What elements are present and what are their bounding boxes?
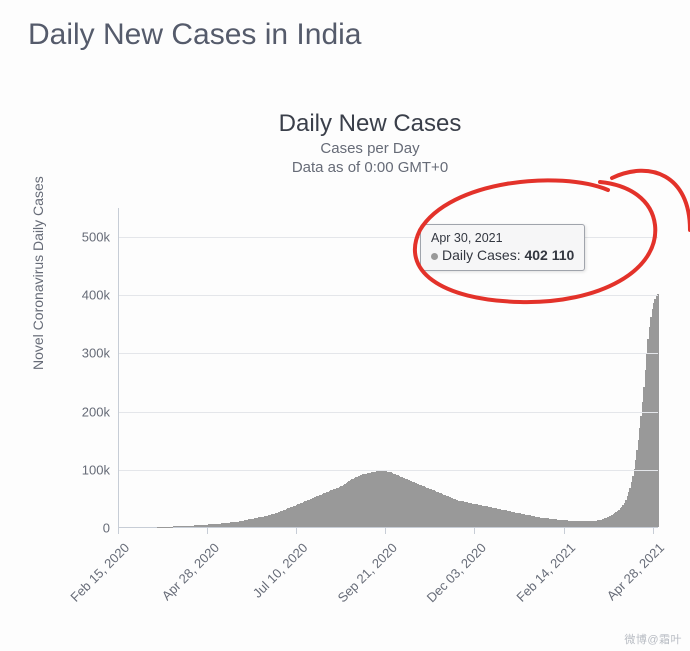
x-tick-label: Dec 03, 2020 bbox=[424, 540, 489, 605]
grid-line bbox=[119, 353, 658, 354]
tooltip-row: Daily Cases: 402 110 bbox=[431, 247, 574, 263]
x-tick-mark bbox=[653, 528, 654, 534]
y-axis-title: Novel Coronavirus Daily Cases bbox=[30, 176, 46, 370]
tooltip-date: Apr 30, 2021 bbox=[431, 231, 574, 245]
x-tick-mark bbox=[296, 528, 297, 534]
tooltip-value: 402 110 bbox=[524, 247, 574, 263]
x-tick-label: Apr 28, 2020 bbox=[158, 540, 221, 603]
x-axis-ticks: Feb 15, 2020Apr 28, 2020Jul 10, 2020Sep … bbox=[118, 532, 658, 622]
chart-subtitle-2: Data as of 0:00 GMT+0 bbox=[60, 159, 680, 178]
chart-header: Daily New Cases Cases per Day Data as of… bbox=[60, 110, 680, 178]
grid-line bbox=[119, 412, 658, 413]
x-tick-label: Jul 10, 2020 bbox=[250, 540, 311, 601]
y-tick-label: 0 bbox=[103, 521, 118, 536]
x-tick-mark bbox=[207, 528, 208, 534]
grid-line bbox=[119, 295, 658, 296]
grid-line bbox=[119, 470, 658, 471]
bar bbox=[657, 294, 658, 527]
chart-subtitle-1: Cases per Day bbox=[60, 140, 680, 159]
watermark: 微博@霜叶 bbox=[624, 631, 682, 647]
x-tick-mark bbox=[474, 528, 475, 534]
x-tick-mark bbox=[118, 528, 119, 534]
x-tick-label: Sep 21, 2020 bbox=[335, 540, 400, 605]
y-tick-label: 300k bbox=[82, 346, 118, 361]
chart-title: Daily New Cases bbox=[60, 110, 680, 138]
chart-tooltip: Apr 30, 2021 Daily Cases: 402 110 bbox=[420, 224, 585, 271]
x-tick-label: Feb 14, 2021 bbox=[513, 540, 578, 605]
y-tick-label: 200k bbox=[82, 404, 118, 419]
x-tick-mark bbox=[564, 528, 565, 534]
y-tick-label: 500k bbox=[82, 230, 118, 245]
page-title: Daily New Cases in India bbox=[0, 0, 690, 52]
x-tick-label: Feb 15, 2020 bbox=[68, 540, 133, 605]
x-tick-label: Apr 28, 2021 bbox=[604, 540, 667, 603]
x-tick-mark bbox=[385, 528, 386, 534]
y-tick-label: 100k bbox=[82, 462, 118, 477]
tooltip-label: Daily Cases: bbox=[442, 247, 521, 263]
y-tick-label: 400k bbox=[82, 288, 118, 303]
tooltip-series-dot bbox=[431, 253, 438, 260]
